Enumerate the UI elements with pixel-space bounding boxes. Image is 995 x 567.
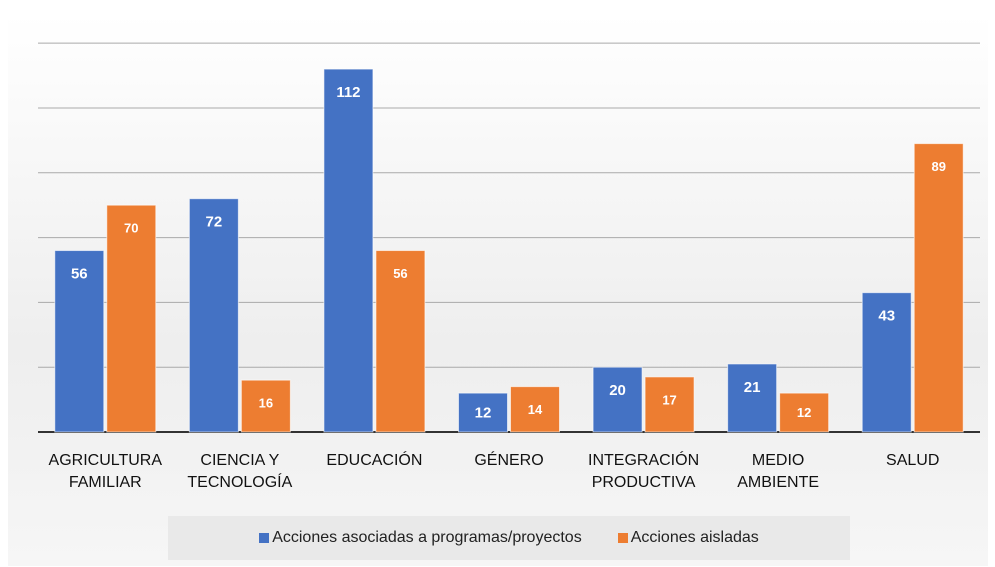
- data-label: 21: [744, 379, 761, 396]
- bar: [644, 376, 695, 433]
- data-label: 12: [475, 405, 492, 422]
- x-tick-label: AGRICULTURA FAMILIAR: [48, 452, 163, 491]
- chart-background: [8, 14, 988, 566]
- bar: [779, 392, 830, 433]
- bar: [727, 363, 778, 433]
- bar: [592, 366, 643, 433]
- legend: Acciones asociadas a programas/proyectos…: [168, 516, 850, 560]
- data-label: 56: [393, 266, 407, 281]
- bar: [106, 204, 157, 433]
- data-label: 20: [609, 382, 626, 399]
- legend-label: Acciones asociadas a programas/proyectos: [272, 529, 582, 546]
- legend-label: Acciones aisladas: [630, 529, 759, 546]
- bar: [323, 68, 374, 433]
- x-tick-label: SALUD: [886, 452, 940, 469]
- legend-swatch: [259, 533, 270, 543]
- data-label: 12: [797, 405, 811, 420]
- bar: [861, 292, 912, 433]
- data-label: 112: [336, 84, 360, 101]
- x-tick-label: EDUCACIÓN: [326, 452, 423, 469]
- data-label: 70: [124, 221, 138, 236]
- x-tick-label: MEDIO AMBIENTE: [737, 452, 820, 491]
- legend-item: Acciones aisladas: [617, 529, 759, 547]
- bar: [240, 379, 291, 433]
- data-label: 17: [662, 392, 676, 407]
- bar: [188, 198, 239, 433]
- legend-swatch: [617, 533, 628, 543]
- data-label: 14: [528, 402, 543, 417]
- data-label: 43: [878, 308, 895, 325]
- bar: [913, 143, 964, 433]
- x-tick-label: INTEGRACIÓN PRODUCTIVA: [588, 452, 700, 491]
- data-label: 72: [206, 214, 223, 231]
- bar: [54, 250, 105, 433]
- bar: [375, 250, 426, 433]
- legend-item: Acciones asociadas a programas/proyectos: [259, 529, 582, 547]
- x-tick-label: GÉNERO: [474, 452, 544, 469]
- bar: [458, 392, 508, 433]
- bar: [510, 386, 560, 433]
- data-label: 56: [71, 266, 88, 283]
- x-tick-label: CIENCIA Y TECNOLOGÍA: [187, 452, 293, 491]
- data-label: 89: [931, 159, 945, 174]
- data-label: 16: [259, 396, 273, 411]
